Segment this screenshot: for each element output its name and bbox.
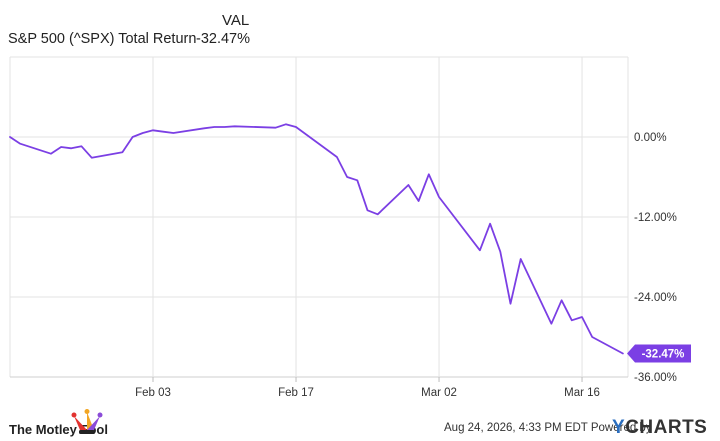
- ycharts-logo-text: CHARTS: [625, 417, 708, 438]
- legend-series-name: S&P 500 (^SPX) Total Return: [8, 31, 197, 47]
- legend-series-value: -32.47%: [196, 31, 251, 47]
- jester-hat-icon: [71, 409, 103, 434]
- chart-footer: The Motley Fool Aug 24, 2026, 4:33 PM ED…: [0, 408, 720, 441]
- footer-timestamp: Aug 24, 2026, 4:33 PM EDT: [444, 422, 588, 434]
- y-tick-label: 0.00%: [634, 132, 667, 144]
- y-tick-label: -24.00%: [634, 292, 677, 304]
- series-line: [9, 123, 624, 355]
- chart-legend: VAL S&P 500 (^SPX) Total Return -32.47%: [0, 0, 400, 52]
- footer-powered-by: Powered by: [590, 422, 652, 434]
- ycharts-logo[interactable]: YCHARTS: [612, 417, 707, 439]
- y-tick-label: -12.00%: [634, 212, 677, 224]
- x-tick-label: Feb 03: [135, 387, 171, 399]
- ycharts-y-icon: Y: [612, 417, 626, 438]
- y-tick-label: -36.00%: [634, 372, 677, 384]
- legend-val-header: VAL: [222, 12, 250, 29]
- x-tick-label: Mar 16: [564, 387, 600, 399]
- x-tick-label: Feb 17: [278, 387, 314, 399]
- footer-timestamp-powered: Aug 24, 2026, 4:33 PM EDT Powered by: [444, 422, 652, 434]
- last-value-label: -32.47%: [642, 348, 685, 360]
- last-value-tag: [627, 344, 691, 363]
- x-tick-label: Mar 02: [421, 387, 457, 399]
